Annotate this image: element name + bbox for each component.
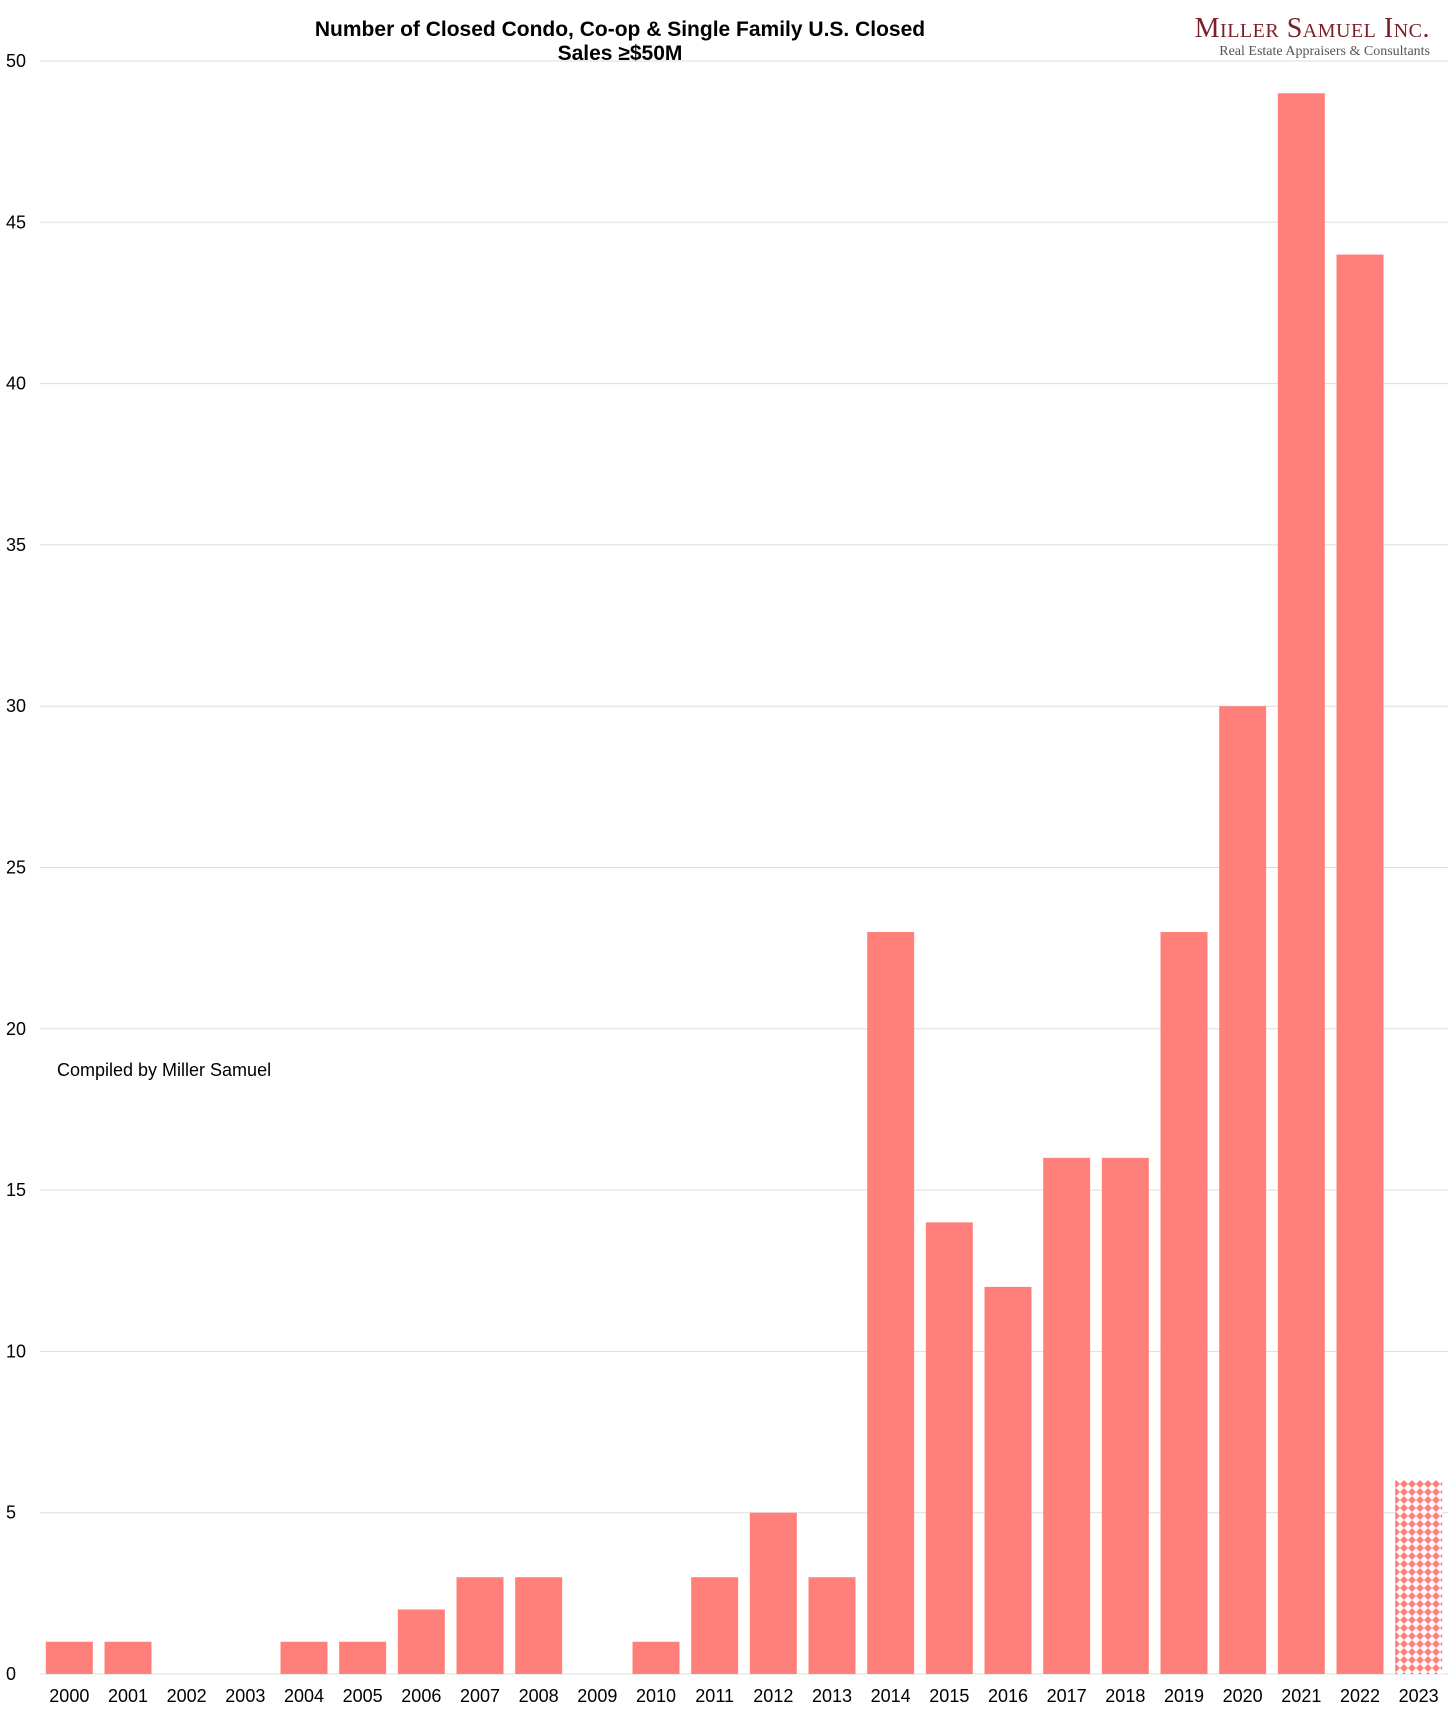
bar-2008 <box>515 1577 563 1674</box>
bars <box>45 93 1443 1674</box>
x-tick-label: 2004 <box>284 1686 324 1706</box>
y-tick-label: 25 <box>6 858 26 878</box>
x-tick-label: 2021 <box>1281 1686 1321 1706</box>
y-tick-label: 40 <box>6 374 26 394</box>
miller-samuel-logo: Miller Samuel Inc. Real Estate Appraiser… <box>1180 14 1430 60</box>
y-tick-label: 20 <box>6 1019 26 1039</box>
bar-2020 <box>1219 706 1267 1674</box>
x-tick-label: 2003 <box>225 1686 265 1706</box>
x-tick-label: 2000 <box>49 1686 89 1706</box>
y-axis-ticks: 0 5 10 15 20 25 30 35 40 45 50 <box>6 51 26 1684</box>
x-tick-label: 2010 <box>636 1686 676 1706</box>
x-tick-label: 2012 <box>753 1686 793 1706</box>
x-tick-label: 2007 <box>460 1686 500 1706</box>
bar-2019 <box>1160 932 1208 1674</box>
compiled-by-note: Compiled by Miller Samuel <box>57 1060 272 1080</box>
x-tick-label: 2001 <box>108 1686 148 1706</box>
x-tick-label: 2005 <box>343 1686 383 1706</box>
bar-2015 <box>925 1222 973 1674</box>
y-tick-label: 10 <box>6 1341 26 1361</box>
bar-2013 <box>808 1577 856 1674</box>
x-tick-label: 2019 <box>1164 1686 1204 1706</box>
x-tick-label: 2022 <box>1340 1686 1380 1706</box>
x-tick-label: 2020 <box>1223 1686 1263 1706</box>
x-tick-label: 2011 <box>695 1686 734 1706</box>
x-tick-label: 2023 <box>1399 1686 1439 1706</box>
chart-title: Number of Closed Condo, Co-op & Single F… <box>314 18 926 65</box>
bar-2005 <box>339 1641 387 1674</box>
x-tick-label: 2015 <box>929 1686 969 1706</box>
y-tick-label: 30 <box>6 696 26 716</box>
bar-2018 <box>1101 1157 1149 1674</box>
x-tick-label: 2017 <box>1047 1686 1087 1706</box>
y-tick-label: 50 <box>6 51 26 71</box>
x-tick-label: 2014 <box>871 1686 911 1706</box>
bar-2016 <box>984 1286 1032 1674</box>
bar-2000 <box>45 1641 93 1674</box>
y-tick-label: 5 <box>6 1503 16 1523</box>
grid-lines <box>40 60 1448 1675</box>
x-tick-label: 2002 <box>167 1686 207 1706</box>
bar-2001 <box>104 1641 152 1674</box>
bar-2023 <box>1395 1480 1443 1674</box>
x-tick-label: 2009 <box>577 1686 617 1706</box>
x-tick-label: 2008 <box>519 1686 559 1706</box>
bar-2012 <box>749 1512 797 1674</box>
x-axis-ticks: 2000 2001 2002 2003 2004 2005 2006 2007 2008 2009… <box>49 1686 1438 1706</box>
bar-2022 <box>1336 254 1384 1674</box>
y-tick-label: 0 <box>6 1664 16 1684</box>
bar-2007 <box>456 1577 504 1674</box>
logo-name: Miller Samuel Inc. <box>1194 13 1430 44</box>
bar-2006 <box>397 1609 445 1674</box>
logo-tagline: Real Estate Appraisers & Consultants <box>1219 44 1430 59</box>
bar-2021 <box>1277 93 1325 1674</box>
y-tick-label: 45 <box>6 212 26 232</box>
x-tick-label: 2018 <box>1105 1686 1145 1706</box>
bar-2010 <box>632 1641 680 1674</box>
y-tick-label: 15 <box>6 1180 26 1200</box>
bar-2004 <box>280 1641 328 1674</box>
x-tick-label: 2006 <box>401 1686 441 1706</box>
y-tick-label: 35 <box>6 535 26 555</box>
x-tick-label: 2016 <box>988 1686 1028 1706</box>
x-tick-label: 2013 <box>812 1686 852 1706</box>
bar-2014 <box>867 932 915 1674</box>
bar-2011 <box>691 1577 739 1674</box>
bar-2017 <box>1043 1157 1091 1674</box>
